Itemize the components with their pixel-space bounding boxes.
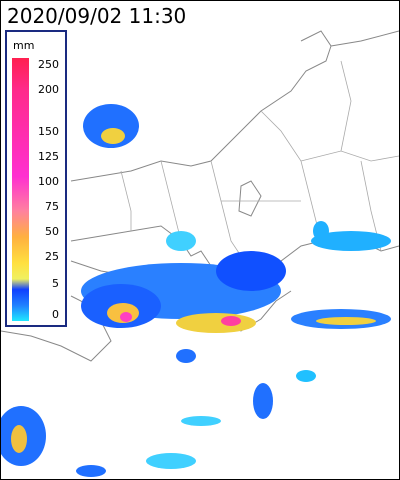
- legend-label: 25: [45, 250, 59, 263]
- legend-label: 200: [38, 83, 59, 96]
- precipitation: [1, 104, 391, 477]
- color-bar: [12, 58, 29, 321]
- timestamp: 2020/09/02 11:30: [7, 4, 186, 28]
- legend-label: 100: [38, 175, 59, 188]
- legend-label: 0: [52, 308, 59, 321]
- legend-label: 125: [38, 150, 59, 163]
- legend-label: 5: [52, 277, 59, 290]
- legend-label: 75: [45, 200, 59, 213]
- legend-label: 250: [38, 58, 59, 71]
- legend: mm: [5, 30, 67, 327]
- legend-label: 150: [38, 125, 59, 138]
- legend-unit: mm: [13, 39, 34, 52]
- legend-label: 50: [45, 225, 59, 238]
